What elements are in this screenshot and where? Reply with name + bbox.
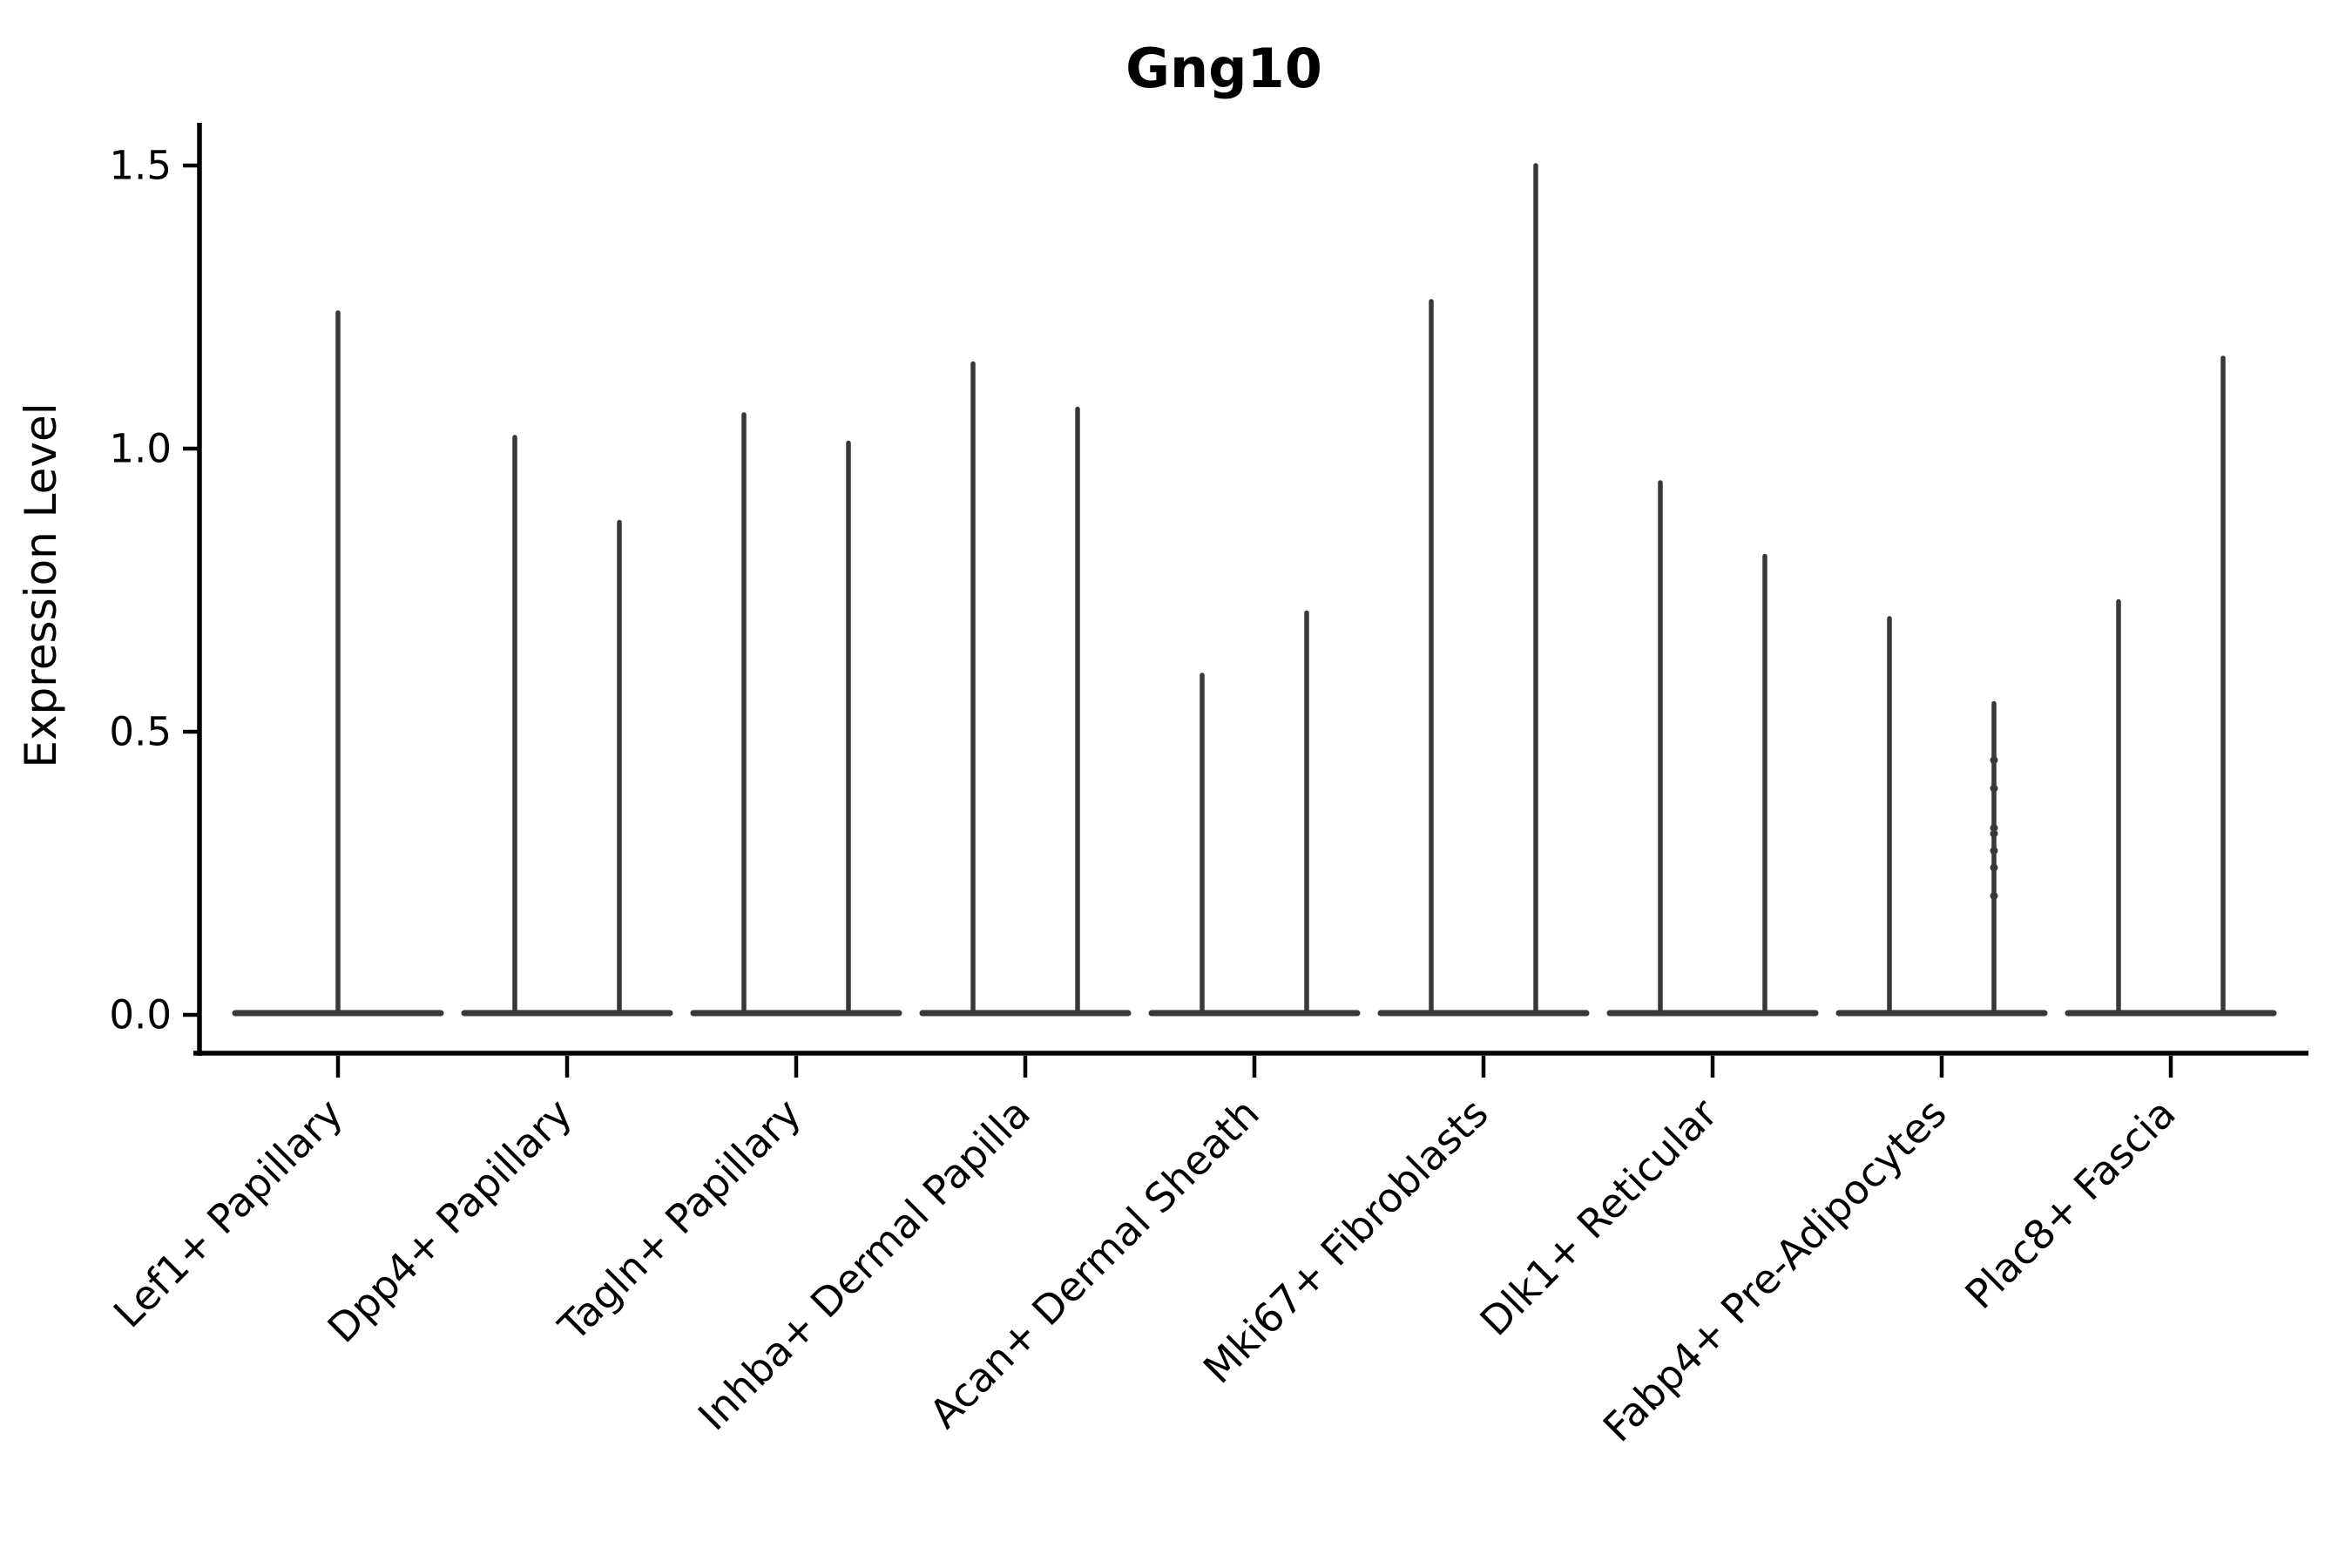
chart-title: Gng10 bbox=[1125, 37, 1322, 100]
y-tick-label: 1.0 bbox=[109, 426, 172, 472]
jitter-point bbox=[1990, 847, 1998, 855]
y-tick-label: 0.5 bbox=[109, 709, 172, 755]
jitter-point bbox=[1990, 892, 1998, 900]
jitter-point bbox=[1990, 824, 1998, 832]
jitter-point bbox=[1990, 829, 1998, 838]
jitter-point bbox=[1990, 756, 1998, 764]
jitter-point bbox=[1990, 863, 1998, 872]
y-tick-label: 1.5 bbox=[109, 143, 172, 189]
jitter-point bbox=[1990, 784, 1998, 793]
y-axis-label: Expression Level bbox=[16, 402, 66, 767]
y-tick-label: 0.0 bbox=[109, 992, 172, 1038]
